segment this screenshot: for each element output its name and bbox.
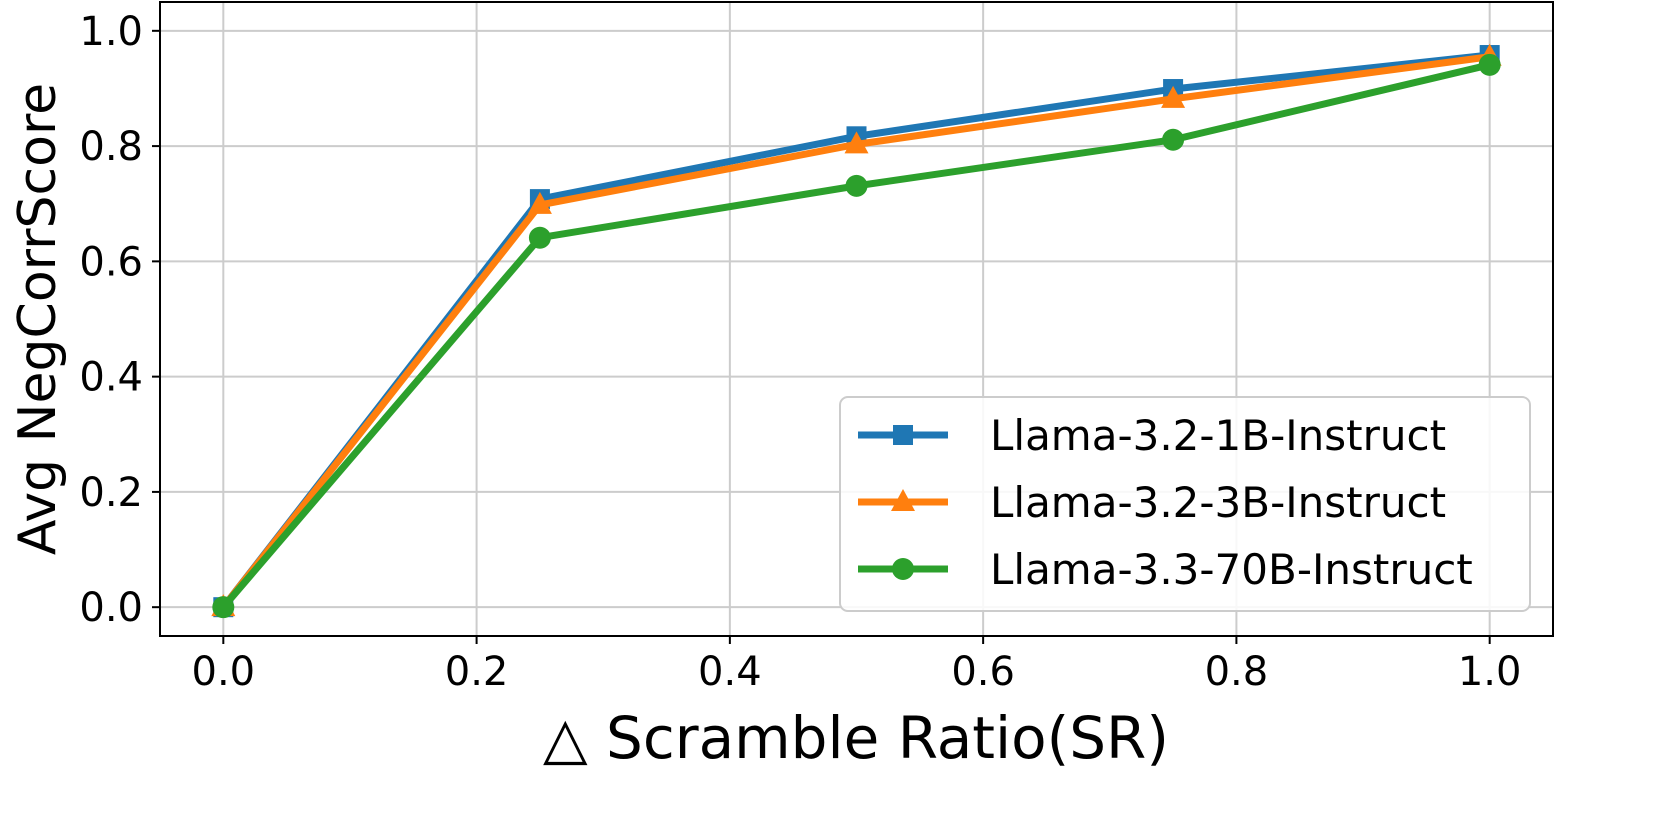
series-layer: [211, 43, 1502, 619]
y-axis-label: Avg NegCorrScore: [8, 83, 68, 555]
grid: [160, 2, 1553, 636]
legend-entry: Llama-3.3-70B-Instruct: [858, 545, 1473, 594]
legend-entry: Llama-3.2-3B-Instruct: [858, 478, 1446, 527]
legend-box: [839, 396, 1531, 612]
x-tick-label: 1.0: [1458, 649, 1522, 695]
y-tick-label: 0.6: [79, 239, 143, 285]
plot-frame: [159, 1, 1554, 637]
legend-label: Llama-3.2-3B-Instruct: [990, 478, 1446, 527]
data-point: [845, 174, 868, 197]
data-point: [1162, 128, 1185, 151]
y-tick-label: 0.0: [79, 585, 143, 631]
legend-marker: [893, 425, 913, 445]
data-point: [212, 596, 235, 619]
x-tick-label: 0.4: [698, 649, 762, 695]
ticks: 0.0 0.2 0.4 0.6 0.8 1.0 0.0 0.2 0.4 0.6 0.8 1.0: [79, 9, 1521, 695]
legend-entry: Llama-3.2-1B-Instruct: [858, 411, 1446, 460]
data-point: [528, 226, 551, 249]
data-point: [527, 191, 552, 214]
y-tick-label: 0.8: [79, 124, 143, 170]
data-point: [844, 131, 869, 154]
x-tick-label: 0.6: [951, 649, 1015, 695]
series-3: [212, 53, 1501, 619]
x-tick-label: 0.8: [1205, 649, 1269, 695]
x-tick-label: 0.2: [445, 649, 509, 695]
data-point: [1478, 53, 1501, 76]
legend-marker: [892, 558, 914, 580]
y-tick-label: 0.2: [79, 470, 143, 516]
y-tick-label: 1.0: [79, 9, 143, 55]
legend-label: Llama-3.3-70B-Instruct: [990, 545, 1473, 594]
legend-label: Llama-3.2-1B-Instruct: [990, 411, 1446, 460]
x-tick-label: 0.0: [192, 649, 256, 695]
legend: Llama-3.2-1B-Instruct Llama-3.2-3B-Instru…: [839, 396, 1531, 612]
y-tick-label: 0.4: [79, 355, 143, 401]
legend-marker: [891, 489, 915, 511]
x-axis-label: △ Scramble Ratio(SR): [543, 704, 1169, 772]
data-point: [1161, 85, 1186, 108]
